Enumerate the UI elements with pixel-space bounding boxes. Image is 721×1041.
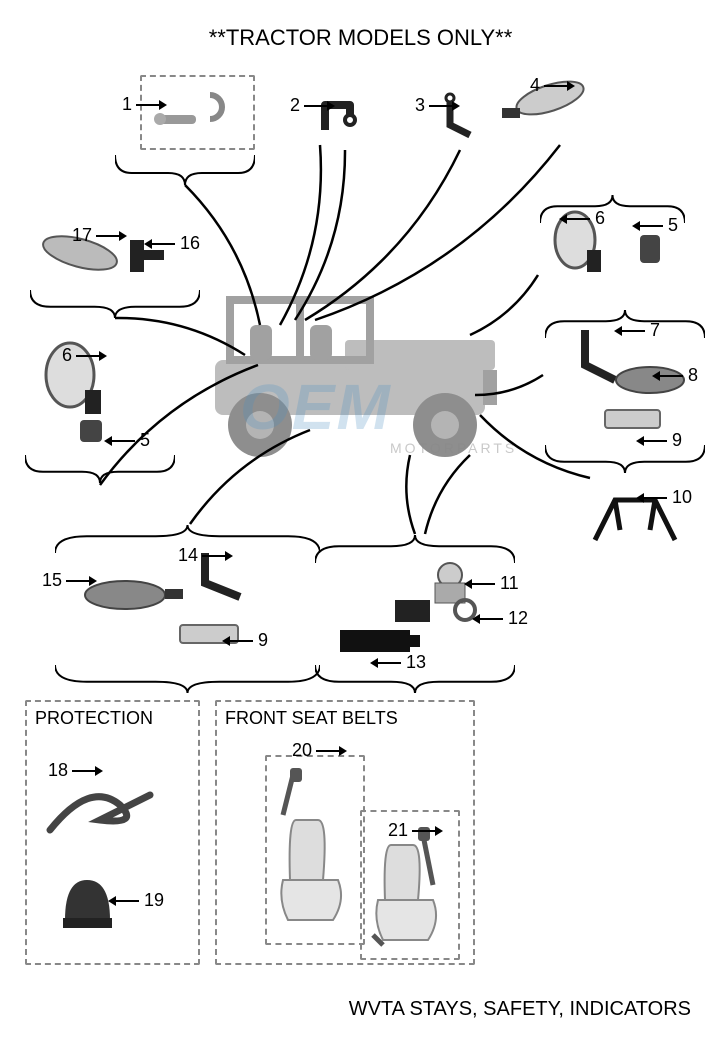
lead-line-7 (465, 270, 543, 340)
arrow-n16 (150, 243, 175, 245)
arrow-n21 (412, 830, 437, 832)
callout-n6b: 6 (62, 345, 72, 366)
callout-n17: 17 (72, 225, 92, 246)
bracket-4 (545, 310, 705, 338)
arrow-n15 (66, 580, 91, 582)
bracket-7 (315, 535, 515, 563)
arrow-n7 (620, 330, 645, 332)
lead-line-5 (110, 313, 250, 360)
arrow-n6b (76, 355, 101, 357)
arrow-n14 (202, 555, 227, 557)
callout-n11: 11 (500, 573, 519, 594)
arrow-n11 (470, 583, 495, 585)
bracket-0 (115, 155, 255, 185)
part-1-shackle (150, 85, 245, 140)
arrow-n17 (96, 235, 121, 237)
part-21-seat (363, 815, 458, 960)
part-3-bracket (440, 90, 485, 145)
part-18-clamp (40, 770, 160, 845)
arrow-n2 (304, 105, 329, 107)
page-title: **TRACTOR MODELS ONLY** (0, 25, 721, 51)
arrow-n9 (642, 440, 667, 442)
arrow-n5b (110, 440, 135, 442)
arrow-n19 (114, 900, 139, 902)
callout-n5: 5 (668, 215, 678, 236)
callout-n12: 12 (508, 608, 528, 629)
callout-n2: 2 (290, 95, 300, 116)
arrow-n8 (658, 375, 683, 377)
callout-n6: 6 (595, 208, 605, 229)
bracket-8 (55, 665, 320, 693)
callout-n13: 13 (406, 652, 426, 673)
callout-n3: 3 (415, 95, 425, 116)
callout-n19: 19 (144, 890, 164, 911)
arrow-n9b (228, 640, 253, 642)
arrow-n1 (136, 104, 161, 106)
callout-n9: 9 (672, 430, 682, 451)
callout-n20: 20 (292, 740, 312, 761)
part-20-seat (268, 760, 363, 940)
bracket-2 (25, 455, 175, 483)
callout-n10: 10 (672, 487, 692, 508)
lead-line-8 (470, 370, 548, 400)
callout-n7: 7 (650, 320, 660, 341)
callout-n5b: 5 (140, 430, 150, 451)
arrow-n4 (544, 85, 569, 87)
bracket-1 (30, 290, 200, 318)
callout-n21: 21 (388, 820, 408, 841)
arrow-n18 (72, 770, 97, 772)
part-17-16 (35, 225, 195, 285)
callout-n14: 14 (178, 545, 198, 566)
callout-n4: 4 (530, 75, 540, 96)
lead-line-11 (405, 450, 420, 539)
callout-n8: 8 (688, 365, 698, 386)
footer-title: WVTA STAYS, SAFETY, INDICATORS (349, 998, 691, 1021)
callout-n1: 1 (122, 94, 132, 115)
arrow-n12 (478, 618, 503, 620)
lead-line-12 (420, 450, 475, 539)
arrow-n20 (316, 750, 341, 752)
arrow-n13 (376, 662, 401, 664)
callout-n16: 16 (180, 233, 200, 254)
arrow-n3 (429, 105, 454, 107)
callout-n18: 18 (48, 760, 68, 781)
arrow-n5 (638, 225, 663, 227)
part-11-12-13-cluster (325, 555, 500, 665)
arrow-n10 (642, 497, 667, 499)
callout-n9b: 9 (258, 630, 268, 651)
arrow-n6 (565, 218, 590, 220)
callout-n15: 15 (42, 570, 62, 591)
lead-line-10 (185, 425, 315, 529)
part-2-bracket (315, 95, 365, 140)
